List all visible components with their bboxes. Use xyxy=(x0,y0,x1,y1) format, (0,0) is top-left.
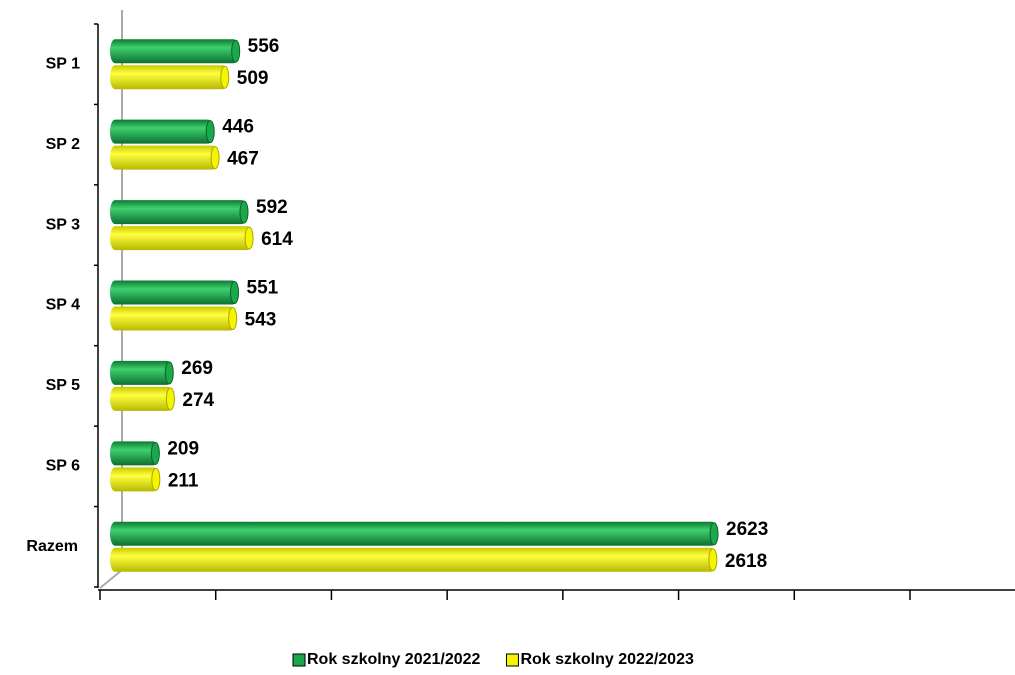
data-label: 592 xyxy=(256,197,288,218)
bar xyxy=(110,65,228,90)
bar-cap xyxy=(239,200,249,224)
bar-cap xyxy=(205,120,215,144)
data-label: 2618 xyxy=(725,551,767,572)
data-label: 209 xyxy=(167,438,199,459)
bar xyxy=(110,226,253,251)
bar xyxy=(110,521,718,546)
bar-cap xyxy=(228,307,238,330)
data-label: 509 xyxy=(237,68,269,89)
bar xyxy=(110,360,173,385)
bar-cap xyxy=(231,39,241,63)
data-label: 2623 xyxy=(726,519,768,540)
data-label: 551 xyxy=(247,278,279,299)
y-tick-label: SP 5 xyxy=(46,377,81,394)
bar xyxy=(110,39,239,64)
bar xyxy=(110,119,214,144)
bar-cap xyxy=(709,522,719,546)
bar-cap xyxy=(230,281,240,304)
legend-label: Rok szkolny 2021/2022 xyxy=(307,651,481,668)
y-tick-label: SP 2 xyxy=(46,136,81,153)
bar-cap xyxy=(244,226,254,250)
bar xyxy=(110,306,236,331)
data-label: 467 xyxy=(227,149,259,170)
legend-swatch xyxy=(292,653,306,667)
bar-cap xyxy=(220,65,230,89)
data-label: 269 xyxy=(181,358,213,379)
data-label: 556 xyxy=(248,36,280,57)
y-tick-label: SP 1 xyxy=(46,55,81,72)
y-tick-label: SP 4 xyxy=(46,297,81,314)
bar-cap xyxy=(150,441,160,465)
bar-cap xyxy=(165,387,175,411)
y-tick-label: Razem xyxy=(26,538,78,555)
bar-cap xyxy=(151,467,161,491)
bar-cap xyxy=(164,361,174,385)
y-tick-label: SP 6 xyxy=(46,458,81,475)
bar xyxy=(110,280,238,305)
wall-edge xyxy=(99,569,123,589)
legend-label: Rok szkolny 2022/2023 xyxy=(520,651,694,668)
y-tick-label: SP 3 xyxy=(46,216,81,233)
bar xyxy=(110,547,716,572)
bar xyxy=(110,200,248,225)
data-label: 211 xyxy=(168,470,199,491)
data-label: 446 xyxy=(222,117,254,138)
bar xyxy=(110,145,219,170)
data-label: 274 xyxy=(182,390,214,411)
bar xyxy=(110,467,159,492)
bar-cap xyxy=(210,146,220,170)
bar xyxy=(110,441,159,466)
legend-swatch xyxy=(505,653,519,667)
data-label: 614 xyxy=(261,229,293,250)
data-label: 543 xyxy=(245,310,277,331)
bar-cap xyxy=(708,548,718,572)
bar xyxy=(110,386,174,411)
